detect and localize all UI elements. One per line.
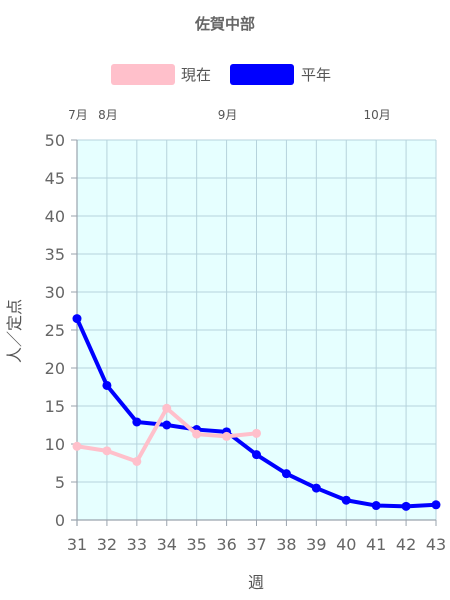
month-label: 7月: [68, 108, 88, 122]
y-axis-title: 人／定点: [5, 299, 24, 363]
data-point[interactable]: [72, 314, 82, 324]
series-current: [72, 403, 261, 466]
y-axis-ticks: 0 5 10 15 20 25 30 35 40 45 50: [45, 131, 77, 530]
month-label: 10月: [364, 108, 391, 122]
data-point[interactable]: [341, 495, 351, 505]
x-tick-label: 37: [246, 535, 266, 554]
legend-swatch-normal[interactable]: [230, 64, 294, 85]
data-point[interactable]: [252, 450, 261, 460]
y-tick-label: 5: [55, 473, 65, 492]
y-tick-label: 20: [45, 359, 65, 378]
data-point[interactable]: [132, 456, 142, 466]
x-tick-label: 43: [426, 535, 446, 554]
data-point[interactable]: [72, 441, 82, 451]
y-tick-label: 45: [45, 169, 65, 188]
x-tick-label: 41: [366, 535, 386, 554]
data-point[interactable]: [371, 501, 381, 511]
series-lines: [72, 314, 441, 511]
y-tick-label: 10: [45, 435, 65, 454]
x-tick-label: 42: [396, 535, 416, 554]
y-tick-label: 0: [55, 511, 65, 530]
x-axis-title: 週: [248, 573, 264, 592]
legend-label-current[interactable]: 現在: [181, 66, 211, 84]
y-tick-label: 40: [45, 207, 65, 226]
data-point[interactable]: [162, 420, 172, 430]
data-point[interactable]: [102, 446, 112, 456]
x-tick-label: 33: [127, 535, 147, 554]
y-tick-label: 25: [45, 321, 65, 340]
series-normal: [72, 314, 441, 511]
x-tick-label: 32: [97, 535, 117, 554]
data-point[interactable]: [132, 417, 142, 427]
legend-swatch-current[interactable]: [111, 64, 175, 85]
x-tick-label: 34: [157, 535, 177, 554]
x-tick-label: 39: [306, 535, 326, 554]
y-tick-label: 35: [45, 245, 65, 264]
x-tick-label: 38: [276, 535, 296, 554]
month-label: 8月: [98, 108, 118, 122]
month-labels: 7月 8月 9月 10月: [68, 108, 391, 122]
data-point[interactable]: [162, 403, 172, 413]
axes: [71, 140, 436, 526]
x-tick-label: 40: [336, 535, 356, 554]
chart-title: 佐賀中部: [194, 15, 255, 33]
x-axis-ticks: 31 32 33 34 35 36 37 38 39 40 41 42 43: [67, 520, 446, 554]
x-tick-label: 35: [186, 535, 206, 554]
data-point[interactable]: [401, 501, 411, 511]
y-tick-label: 15: [45, 397, 65, 416]
x-tick-label: 36: [216, 535, 236, 554]
grid-lines: [76, 139, 437, 521]
y-tick-label: 50: [45, 131, 65, 150]
data-point[interactable]: [431, 500, 441, 510]
data-point[interactable]: [281, 469, 291, 479]
month-label: 9月: [218, 108, 238, 122]
x-tick-label: 31: [67, 535, 87, 554]
data-point[interactable]: [311, 483, 321, 493]
data-point[interactable]: [192, 429, 202, 439]
data-point[interactable]: [222, 431, 232, 441]
data-point[interactable]: [102, 380, 112, 390]
data-point[interactable]: [252, 428, 261, 438]
legend-label-normal[interactable]: 平年: [301, 66, 331, 84]
y-tick-label: 30: [45, 283, 65, 302]
legend: 現在 平年: [111, 64, 331, 85]
